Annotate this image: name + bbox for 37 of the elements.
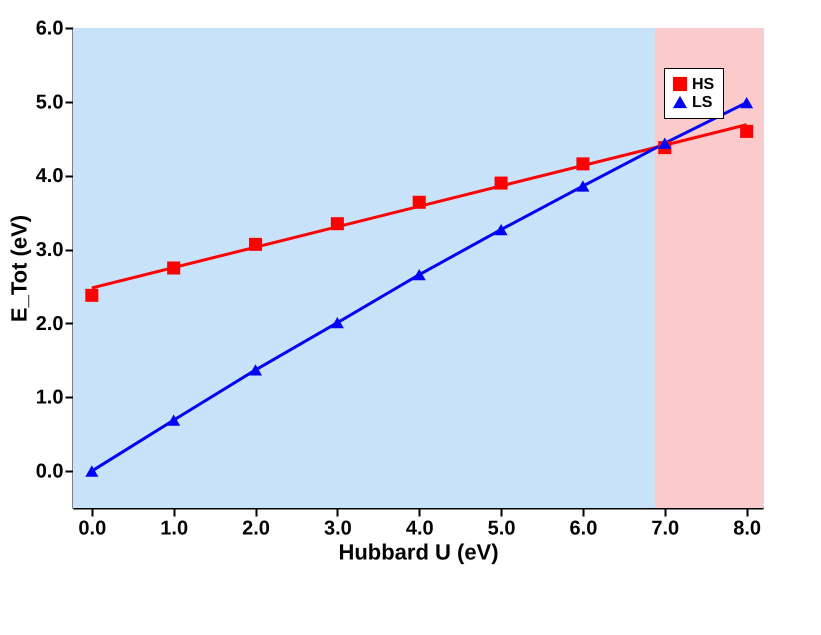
y-tick-label: 5.0 — [36, 91, 64, 114]
y-tick-label: 6.0 — [36, 18, 64, 40]
x-tick-label: 3.0 — [324, 518, 352, 540]
y-tick-label: 2.0 — [36, 312, 64, 335]
legend-label: LS — [692, 94, 713, 111]
point — [740, 124, 754, 138]
point — [330, 217, 344, 230]
x-tick-label: 6.0 — [570, 518, 598, 540]
y-tick-label: 0.0 — [36, 460, 64, 483]
point — [412, 196, 426, 209]
point — [167, 414, 180, 426]
x-tick-label: 7.0 — [651, 518, 680, 540]
y-tick-label: 4.0 — [36, 165, 64, 188]
point — [249, 238, 262, 251]
x-tick-label: 0.0 — [78, 518, 106, 540]
point — [494, 176, 508, 190]
point — [576, 180, 590, 192]
point — [412, 269, 426, 280]
point — [85, 465, 98, 477]
point — [85, 288, 98, 302]
point — [740, 96, 754, 108]
x-tick-label: 2.0 — [242, 518, 270, 540]
y-tick-label: 3.0 — [36, 239, 64, 262]
x-tick-label: 4.0 — [406, 518, 434, 540]
point — [576, 157, 590, 170]
point — [330, 317, 344, 328]
y-tick-label: 1.0 — [36, 386, 64, 409]
point — [249, 364, 262, 376]
y-axis-title: E_Tot (eV) — [6, 214, 32, 322]
legend-label: HS — [692, 76, 715, 93]
x-axis-title: Hubbard U (eV) — [338, 540, 499, 564]
point — [658, 138, 672, 149]
x-tick-label: 5.0 — [488, 518, 516, 540]
x-tick-label: 1.0 — [160, 518, 188, 540]
point — [167, 261, 180, 275]
point — [494, 224, 508, 236]
x-tick-label: 8.0 — [733, 518, 762, 540]
